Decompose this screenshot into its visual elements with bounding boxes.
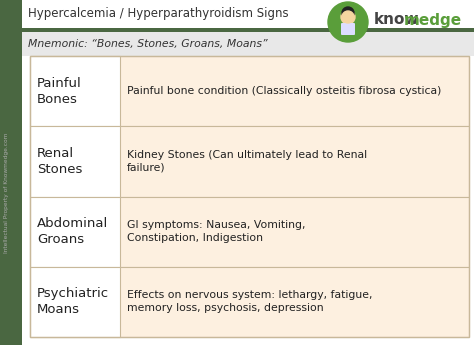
Text: Renal
Stones: Renal Stones <box>37 147 82 176</box>
Bar <box>30 56 469 126</box>
Text: Hypercalcemia / Hyperparathyroidism Signs: Hypercalcemia / Hyperparathyroidism Sign… <box>28 8 289 20</box>
Circle shape <box>341 10 355 24</box>
Bar <box>22 32 474 56</box>
Bar <box>30 197 469 267</box>
Circle shape <box>342 11 354 23</box>
Circle shape <box>342 7 354 19</box>
Bar <box>30 267 469 337</box>
Bar <box>30 267 120 337</box>
Bar <box>22 28 474 32</box>
Circle shape <box>328 2 368 42</box>
Bar <box>30 56 469 337</box>
Text: medge: medge <box>404 12 462 28</box>
Bar <box>30 56 120 126</box>
Text: Painful bone condition (Classically osteitis fibrosa cystica): Painful bone condition (Classically oste… <box>127 86 441 96</box>
Text: Abdominal
Groans: Abdominal Groans <box>37 217 108 246</box>
Text: GI symptoms: Nausea, Vomiting,
Constipation, Indigestion: GI symptoms: Nausea, Vomiting, Constipat… <box>127 220 306 243</box>
Text: Painful
Bones: Painful Bones <box>37 77 82 106</box>
Bar <box>0 0 22 345</box>
Bar <box>30 197 120 267</box>
Text: Effects on nervous system: lethargy, fatigue,
memory loss, psychosis, depression: Effects on nervous system: lethargy, fat… <box>127 290 373 313</box>
Text: know: know <box>374 12 419 28</box>
Text: Psychiatric
Moans: Psychiatric Moans <box>37 287 109 316</box>
Text: Kidney Stones (Can ultimately lead to Renal
failure): Kidney Stones (Can ultimately lead to Re… <box>127 150 367 173</box>
FancyBboxPatch shape <box>341 23 355 35</box>
Text: Mnemonic: “Bones, Stones, Groans, Moans”: Mnemonic: “Bones, Stones, Groans, Moans” <box>28 39 268 49</box>
Bar <box>30 126 469 197</box>
Bar <box>22 0 474 28</box>
Text: Intellectual Property of Knowmedge.com: Intellectual Property of Knowmedge.com <box>4 132 9 253</box>
Bar <box>30 126 120 197</box>
